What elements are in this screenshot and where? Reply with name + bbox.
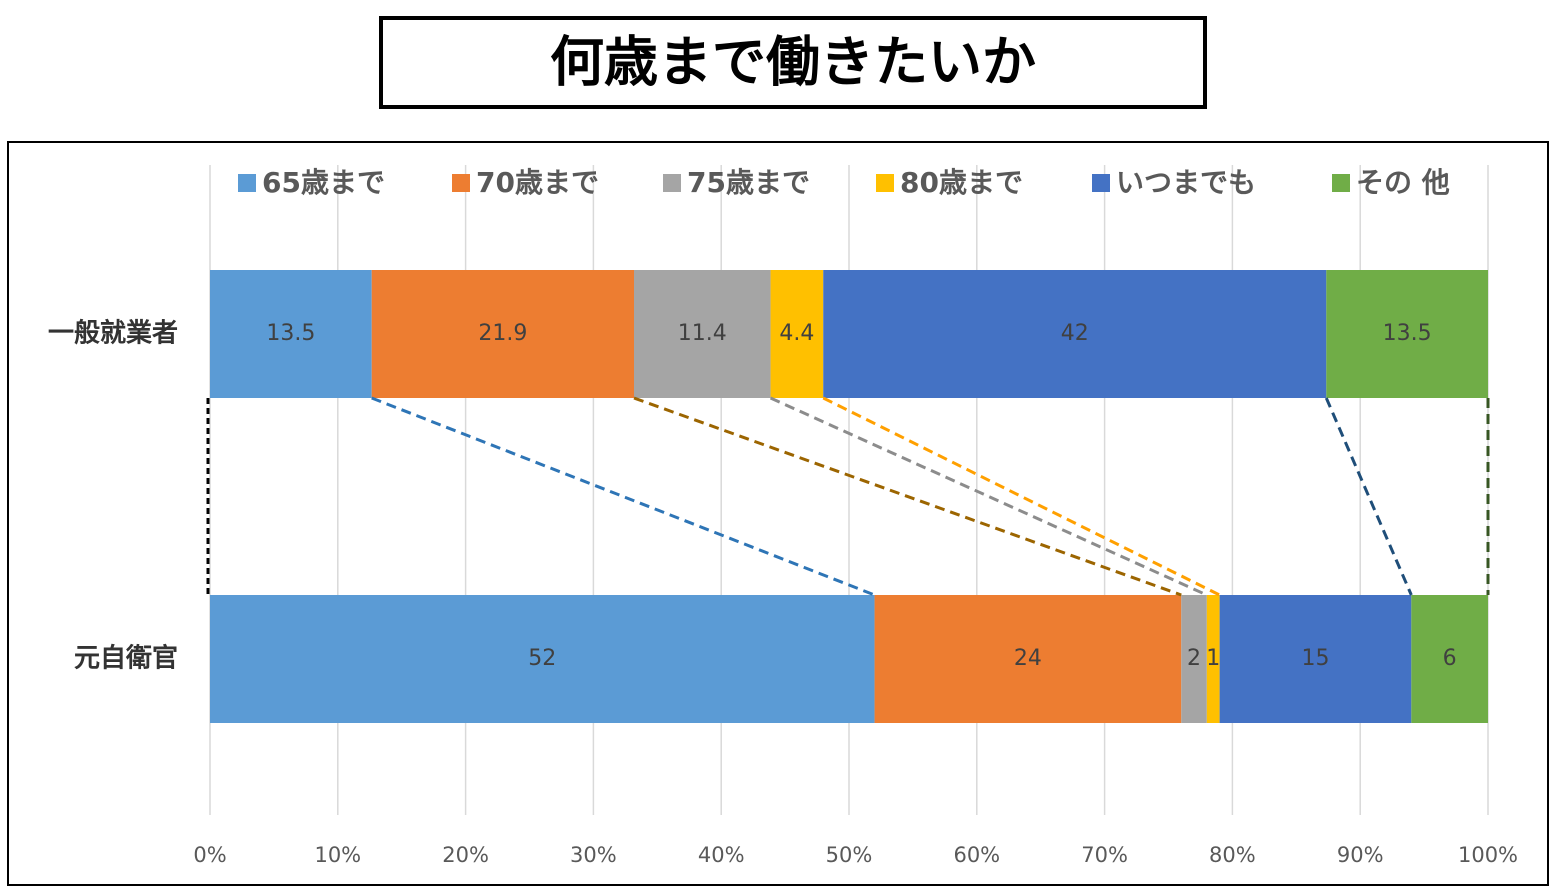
data-label: 13.5 xyxy=(266,321,315,346)
connector xyxy=(633,396,1182,597)
data-label: 4.4 xyxy=(779,321,814,346)
bar-segment xyxy=(634,270,771,398)
data-label: 21.9 xyxy=(478,321,527,346)
x-tick-label: 90% xyxy=(1337,843,1384,867)
x-tick-label: 70% xyxy=(1081,843,1128,867)
legend-label: 65歳まで xyxy=(262,166,385,199)
bar-segment xyxy=(210,595,875,723)
x-tick-label: 60% xyxy=(953,843,1000,867)
y-tick-label: 元自衛官 xyxy=(74,643,178,674)
legend-label: 80歳まで xyxy=(900,166,1023,199)
data-label: 11.4 xyxy=(678,321,727,346)
bar-segment xyxy=(1181,595,1207,723)
data-label: 42 xyxy=(1061,321,1089,346)
legend-swatch xyxy=(238,174,256,192)
connector xyxy=(822,396,1221,597)
x-tick-label: 40% xyxy=(698,843,745,867)
data-label: 15 xyxy=(1301,646,1329,671)
connector xyxy=(1324,397,1413,596)
x-tick-label: 20% xyxy=(442,843,489,867)
data-label: 52 xyxy=(528,646,556,671)
legend-label: 75歳まで xyxy=(687,166,810,199)
data-label: 13.5 xyxy=(1383,321,1432,346)
legend-swatch xyxy=(1092,174,1110,192)
bar-segment xyxy=(371,270,635,398)
data-label: 2 xyxy=(1187,646,1201,671)
x-tick-label: 100% xyxy=(1458,843,1518,867)
connector xyxy=(371,396,876,597)
legend-swatch xyxy=(663,174,681,192)
bar-segment xyxy=(1219,595,1412,723)
x-tick-label: 10% xyxy=(314,843,361,867)
chart-title: 何歳まで働きたいか xyxy=(550,31,1036,94)
y-tick-label: 一般就業者 xyxy=(48,319,178,349)
x-tick-label: 80% xyxy=(1209,843,1256,867)
x-tick-label: 30% xyxy=(570,843,617,867)
data-label: 6 xyxy=(1443,646,1457,671)
bar-segment xyxy=(770,270,824,398)
legend-label: いつまでも xyxy=(1116,166,1256,199)
data-label: 1 xyxy=(1206,646,1220,671)
x-tick-label: 50% xyxy=(826,843,873,867)
legend-swatch xyxy=(452,174,470,192)
bar-segment xyxy=(1206,595,1220,723)
bar-segment xyxy=(210,270,372,398)
legend-label: 70歳まで xyxy=(476,166,599,199)
data-label: 24 xyxy=(1014,646,1042,671)
title-box xyxy=(379,16,1207,109)
bar-segment xyxy=(874,595,1182,723)
bar-segment xyxy=(1411,595,1488,723)
legend-swatch xyxy=(876,174,894,192)
legend-label: その 他 xyxy=(1356,166,1450,199)
chart-frame xyxy=(7,141,1549,886)
x-tick-label: 0% xyxy=(193,843,226,867)
legend-swatch xyxy=(1332,174,1350,192)
bar-segment xyxy=(823,270,1327,398)
bar-segment xyxy=(1326,270,1488,398)
